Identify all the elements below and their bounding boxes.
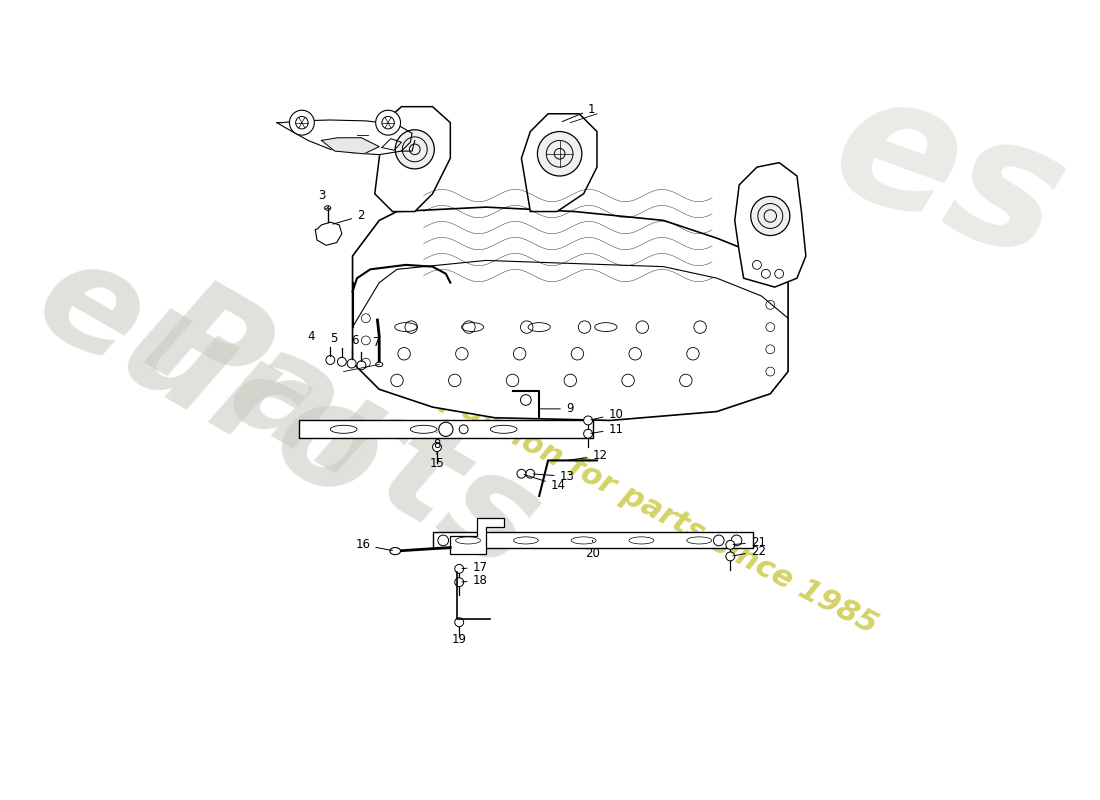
Text: 11: 11 [591,423,624,436]
Text: 18: 18 [462,574,487,587]
Text: 22: 22 [733,545,766,558]
Text: 21: 21 [733,536,766,549]
Circle shape [526,470,535,478]
Text: 15: 15 [429,453,444,470]
Text: 10: 10 [591,408,624,421]
Text: 9: 9 [540,402,573,415]
Text: 13: 13 [534,470,574,483]
Circle shape [395,130,434,169]
Circle shape [750,197,790,235]
Ellipse shape [389,547,400,554]
Circle shape [289,110,315,135]
Text: 7: 7 [373,336,381,349]
Polygon shape [735,162,806,287]
Text: 14: 14 [524,474,565,492]
Polygon shape [277,120,412,154]
Text: 19: 19 [452,627,466,646]
Text: 16: 16 [355,538,393,551]
Circle shape [348,359,356,368]
Text: 5: 5 [330,332,338,346]
Circle shape [432,442,441,451]
Circle shape [326,355,334,365]
Text: 17: 17 [462,561,487,574]
Circle shape [726,541,735,550]
Polygon shape [521,114,597,211]
Circle shape [538,131,582,176]
Circle shape [338,358,346,366]
Polygon shape [352,207,788,421]
Text: 8: 8 [433,432,441,451]
Text: 2: 2 [333,210,364,224]
Circle shape [517,470,526,478]
Circle shape [454,618,463,626]
Polygon shape [321,138,380,154]
Text: a passion for parts since 1985: a passion for parts since 1985 [410,370,882,639]
Circle shape [376,110,400,135]
Ellipse shape [324,206,331,210]
Circle shape [454,578,463,586]
Polygon shape [299,421,593,438]
Text: 20: 20 [585,541,600,560]
Text: 12: 12 [569,450,607,462]
Text: 3: 3 [319,189,328,208]
Circle shape [358,361,366,370]
Circle shape [726,552,735,561]
Circle shape [454,565,463,574]
Circle shape [584,430,593,438]
Circle shape [584,416,593,425]
Ellipse shape [376,362,383,366]
Polygon shape [432,533,752,549]
Text: 1: 1 [562,103,595,122]
Polygon shape [375,106,450,211]
Text: euro: euro [13,226,408,535]
Polygon shape [316,222,342,246]
Text: 4: 4 [307,330,315,343]
Text: es: es [810,54,1086,298]
Text: 6: 6 [352,334,359,347]
Text: Parts: Parts [124,266,563,601]
Polygon shape [450,518,504,554]
